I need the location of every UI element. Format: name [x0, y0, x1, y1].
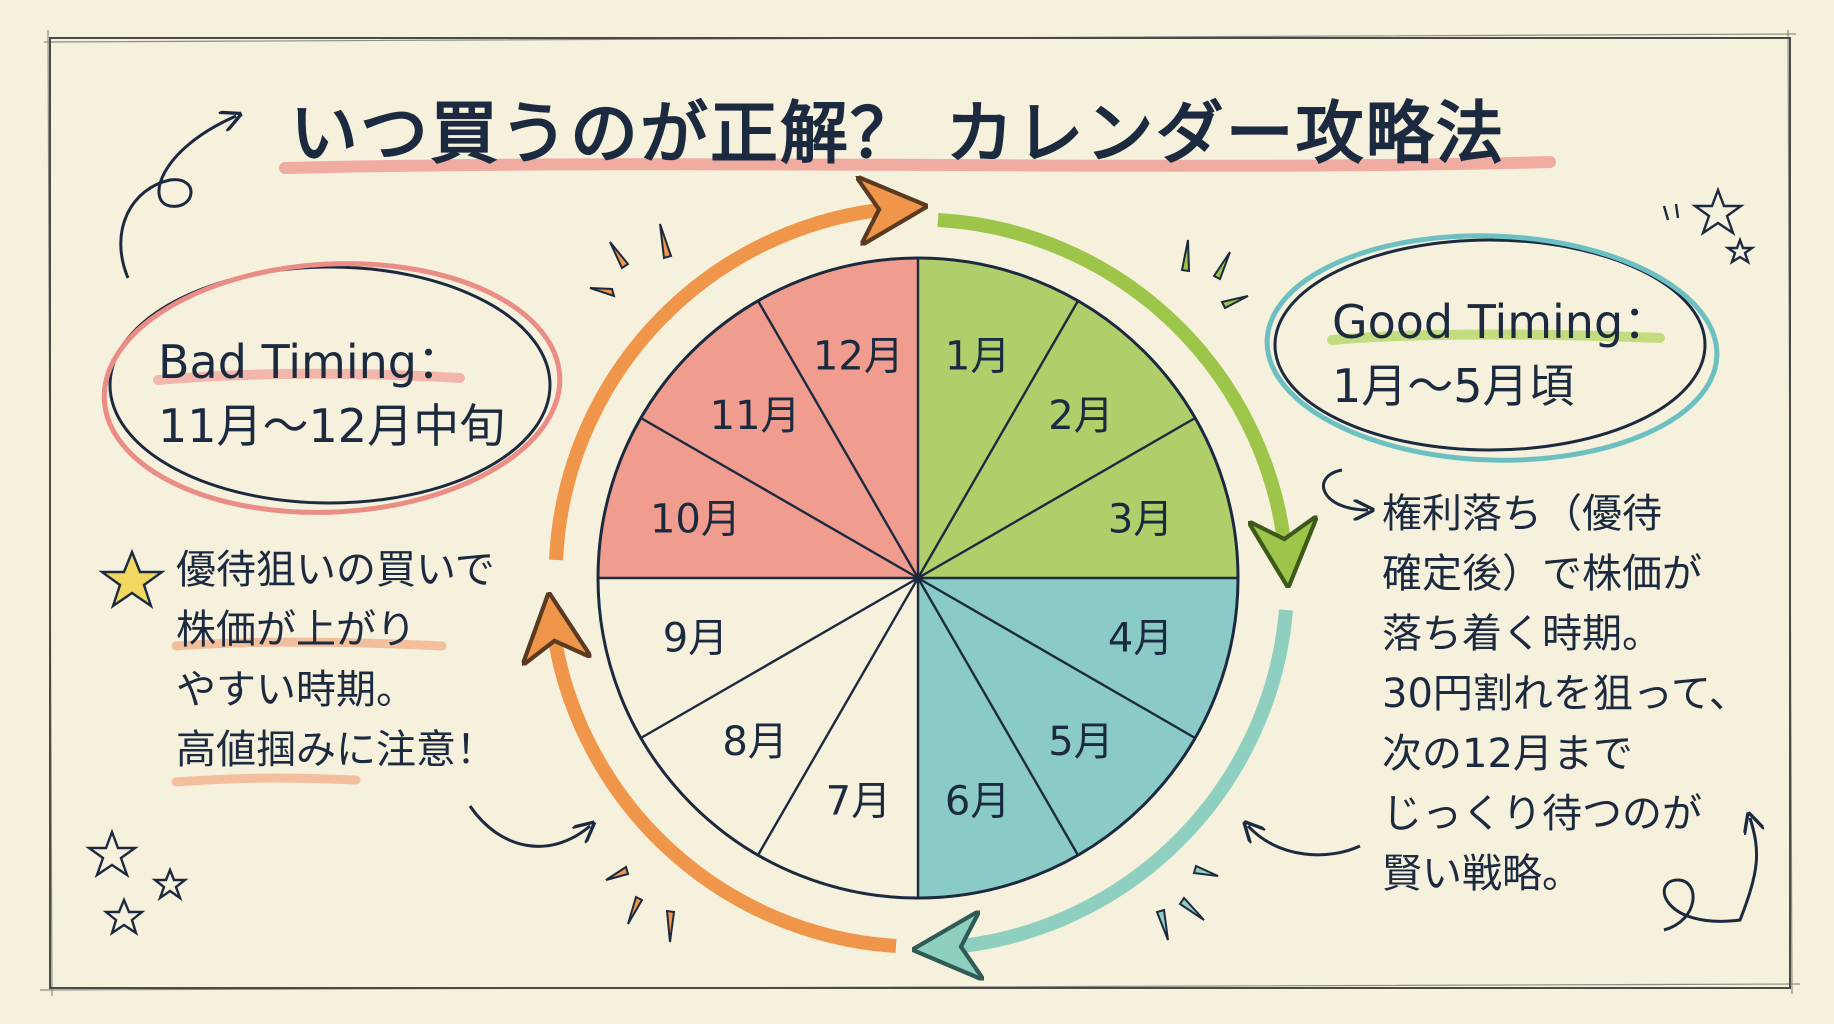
month-wedge-2 [918, 300, 1196, 578]
wheel-spoke [916, 577, 1080, 856]
star-icon [1724, 236, 1756, 265]
star-icon [151, 866, 189, 902]
bad-note-line: 高値掴みに注意！ [176, 727, 496, 773]
wheel-spoke [640, 416, 919, 580]
month-label-12: 12月 [813, 333, 904, 379]
good-timing-bubble [1264, 233, 1720, 463]
bad-note-line: やすい時期。 [176, 667, 416, 713]
good-note-line: 確定後）で株価が [1382, 551, 1702, 597]
good-note-line: 落ち着く時期。 [1382, 611, 1662, 657]
curly-arrow-bottom-corner-icon [1662, 818, 1757, 932]
month-label-8: 8月 [722, 719, 787, 765]
burst-marks [589, 223, 1249, 943]
star-icon [98, 548, 166, 610]
star-icons [85, 186, 1756, 936]
good-note-line: じっくり待つのが [1382, 791, 1702, 837]
bad-timing-heading: Bad Timing： [158, 335, 463, 389]
month-label-3: 3月 [1108, 496, 1173, 542]
bad-note-line: 株価が上がり [176, 607, 416, 653]
bad-timing-label: Bad Timing： 11月〜12月中旬 [158, 330, 505, 458]
month-wedge-12 [758, 258, 918, 578]
wheel-outline [596, 256, 1240, 900]
curly-arrow-top-left-icon [119, 116, 236, 279]
cycle-arrow-good-teal [940, 609, 1293, 948]
page-frame [39, 29, 1801, 997]
good-note-line: 権利落ち（優待 [1382, 491, 1662, 537]
month-wedge-5 [918, 578, 1196, 856]
good-timing-note: 権利落ち（優待 確定後）で株価が 落ち着く時期。 30円割れを狙って、 次の12月までじ… [1382, 484, 1749, 904]
good-timing-heading: Good Timing： [1332, 295, 1670, 349]
month-wedge-10 [598, 418, 918, 578]
month-label-1: 1月 [945, 333, 1010, 379]
star-icon [102, 896, 146, 936]
month-wedge-6 [918, 578, 1078, 898]
month-label-4: 4月 [1108, 616, 1173, 662]
curly-arrow-right-note-icon [1322, 468, 1368, 510]
wheel-spoke [756, 577, 920, 856]
wheel-spoke [917, 416, 1196, 580]
month-label-5: 5月 [1048, 719, 1113, 765]
good-note-line: 賢い戦略。 [1382, 851, 1582, 897]
month-label-6: 6月 [945, 779, 1010, 825]
month-label-7: 7月 [826, 779, 891, 825]
bad-note-line: 優待狙いの買いで [176, 547, 495, 593]
wheel-spoke [916, 300, 1080, 579]
title-underline [279, 156, 1556, 174]
wheel-spoke [917, 576, 1196, 740]
month-wedge-1 [918, 258, 1078, 578]
page-title: いつ買うのが正解？ カレンダー攻略法 [290, 95, 1506, 174]
month-wedge-11 [640, 300, 918, 578]
good-timing-period: 1月〜5月頃 [1332, 359, 1575, 413]
month-wedge-3 [918, 418, 1238, 578]
bad-timing-note: 優待狙いの買いで 株価が上がり やすい時期。高値掴みに注意！ [176, 540, 496, 780]
star-icon [85, 828, 139, 878]
cycle-arrow-bad-to-good [549, 208, 900, 561]
wheel-spoke [756, 300, 920, 579]
good-note-line: 30円割れを狙って、 [1382, 671, 1749, 717]
month-label-2: 2月 [1048, 393, 1113, 439]
good-timing-label: Good Timing： 1月〜5月頃 [1332, 290, 1669, 418]
month-wheel [598, 258, 1238, 898]
wheel-spokes [598, 258, 1238, 898]
month-wedge-4 [918, 578, 1238, 738]
month-label-10: 10月 [650, 496, 741, 542]
wheel-spoke [640, 576, 919, 740]
bad-timing-period: 11月〜12月中旬 [158, 399, 506, 453]
cycle-arrow-return-orange [552, 620, 897, 953]
curly-arrow-bottom-left-icon [468, 805, 590, 848]
month-wedge-9 [598, 578, 918, 738]
cycle-arrow-good-green [937, 213, 1286, 560]
bad-note-underlines [171, 637, 447, 787]
month-label-9: 9月 [663, 616, 728, 662]
month-labels: 1月 2月 3月 4月 5月 6月 7月 8月 9月 10月 11月 12月 [650, 333, 1173, 824]
month-label-11: 11月 [710, 393, 801, 439]
good-note-line: 次の12月まで [1382, 731, 1633, 777]
bad-timing-bubble [101, 261, 563, 515]
curly-arrow-bottom-right-icon [1248, 826, 1361, 857]
star-icon [1691, 186, 1745, 236]
